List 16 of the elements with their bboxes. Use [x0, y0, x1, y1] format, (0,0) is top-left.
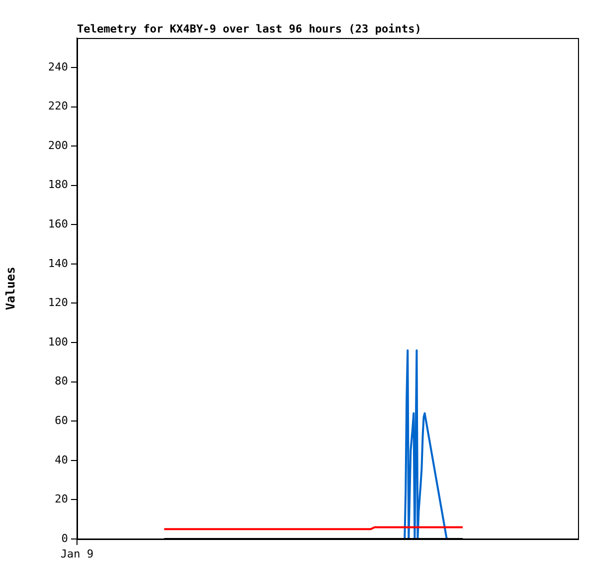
y-tick-label: 140	[48, 256, 68, 270]
y-tick-label: 80	[54, 374, 68, 388]
y-tick-label: 240	[48, 60, 68, 74]
y-tick-label: 20	[54, 492, 68, 506]
y-axis-title: Values	[3, 266, 18, 310]
y-tick-label: 120	[48, 296, 68, 310]
y-tick-label: 100	[48, 335, 68, 348]
y-tick-label: 180	[48, 178, 68, 192]
y-tick-label: 220	[48, 100, 68, 113]
x-tick-label: Jan 9	[60, 547, 94, 560]
y-tick-label: 40	[54, 453, 68, 466]
y-tick-label: 160	[48, 218, 68, 231]
y-tick-label: 0	[61, 532, 68, 545]
y-tick-label: 60	[54, 414, 68, 427]
chart-title: Telemetry for KX4BY-9 over last 96 hours (23 points)	[77, 22, 422, 36]
y-tick-label: 200	[48, 138, 68, 152]
